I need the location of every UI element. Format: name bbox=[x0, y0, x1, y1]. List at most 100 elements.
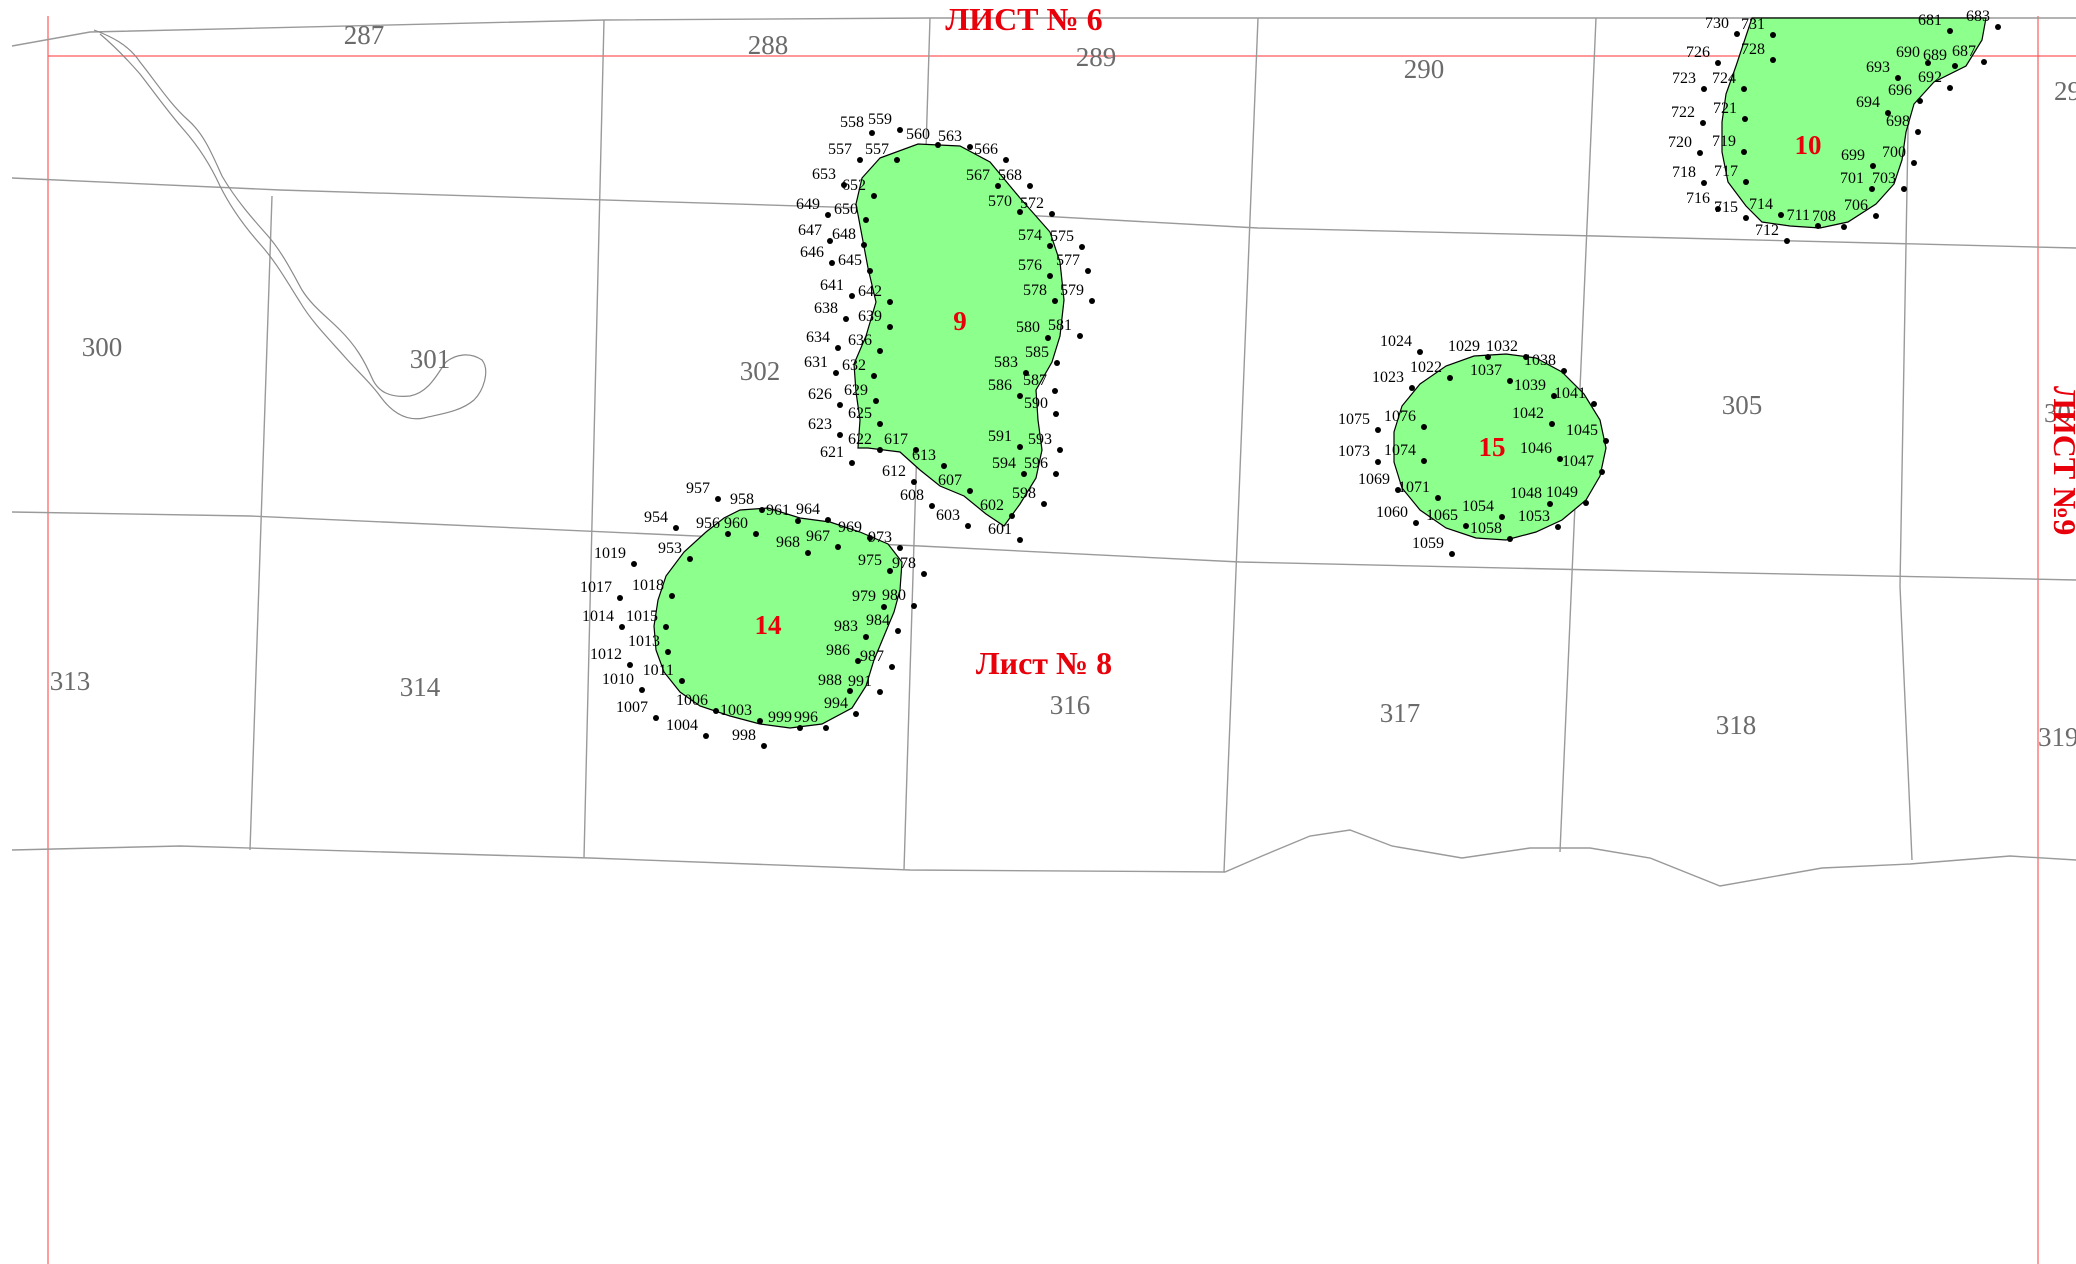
boundary-point[interactable] bbox=[929, 503, 935, 509]
boundary-point[interactable] bbox=[1507, 536, 1513, 542]
boundary-point[interactable] bbox=[1017, 393, 1023, 399]
boundary-point[interactable] bbox=[921, 571, 927, 577]
boundary-point[interactable] bbox=[869, 130, 875, 136]
boundary-point[interactable] bbox=[639, 687, 645, 693]
boundary-point[interactable] bbox=[627, 662, 633, 668]
boundary-point[interactable] bbox=[835, 544, 841, 550]
boundary-point[interactable] bbox=[1743, 179, 1749, 185]
plot-14[interactable]: 14 957 958 961 964 954 956 960 968 967 969 973 975 9… bbox=[580, 480, 927, 749]
boundary-point[interactable] bbox=[653, 715, 659, 721]
boundary-point[interactable] bbox=[855, 658, 861, 664]
boundary-point[interactable] bbox=[849, 460, 855, 466]
boundary-point[interactable] bbox=[663, 624, 669, 630]
boundary-point[interactable] bbox=[895, 628, 901, 634]
boundary-point[interactable] bbox=[1021, 471, 1027, 477]
boundary-point[interactable] bbox=[757, 718, 763, 724]
boundary-point[interactable] bbox=[881, 604, 887, 610]
boundary-point[interactable] bbox=[1873, 213, 1879, 219]
boundary-point[interactable] bbox=[857, 157, 863, 163]
boundary-point[interactable] bbox=[889, 664, 895, 670]
boundary-point[interactable] bbox=[1023, 370, 1029, 376]
boundary-point[interactable] bbox=[1901, 186, 1907, 192]
boundary-point[interactable] bbox=[1715, 60, 1721, 66]
boundary-point[interactable] bbox=[1701, 86, 1707, 92]
boundary-point[interactable] bbox=[867, 535, 873, 541]
boundary-point[interactable] bbox=[619, 624, 625, 630]
boundary-point[interactable] bbox=[1395, 487, 1401, 493]
boundary-point[interactable] bbox=[1741, 149, 1747, 155]
boundary-point[interactable] bbox=[1052, 388, 1058, 394]
boundary-point[interactable] bbox=[877, 689, 883, 695]
boundary-point[interactable] bbox=[687, 556, 693, 562]
boundary-point[interactable] bbox=[1742, 116, 1748, 122]
boundary-point[interactable] bbox=[1435, 495, 1441, 501]
boundary-point[interactable] bbox=[1017, 537, 1023, 543]
boundary-point[interactable] bbox=[1047, 273, 1053, 279]
boundary-point[interactable] bbox=[1911, 160, 1917, 166]
boundary-point[interactable] bbox=[1413, 520, 1419, 526]
boundary-point[interactable] bbox=[797, 725, 803, 731]
boundary-point[interactable] bbox=[1017, 209, 1023, 215]
boundary-point[interactable] bbox=[967, 144, 973, 150]
boundary-point[interactable] bbox=[1089, 298, 1095, 304]
boundary-point[interactable] bbox=[1085, 268, 1091, 274]
boundary-point[interactable] bbox=[887, 324, 893, 330]
boundary-point[interactable] bbox=[837, 402, 843, 408]
boundary-point[interactable] bbox=[1057, 447, 1063, 453]
boundary-point[interactable] bbox=[679, 678, 685, 684]
boundary-point[interactable] bbox=[1079, 244, 1085, 250]
boundary-point[interactable] bbox=[1701, 180, 1707, 186]
boundary-point[interactable] bbox=[1549, 421, 1555, 427]
boundary-point[interactable] bbox=[1741, 86, 1747, 92]
boundary-point[interactable] bbox=[841, 182, 847, 188]
boundary-point[interactable] bbox=[825, 517, 831, 523]
boundary-point[interactable] bbox=[1041, 501, 1047, 507]
boundary-point[interactable] bbox=[1053, 411, 1059, 417]
boundary-point[interactable] bbox=[1583, 500, 1589, 506]
boundary-point[interactable] bbox=[1547, 501, 1553, 507]
boundary-point[interactable] bbox=[1743, 215, 1749, 221]
boundary-point[interactable] bbox=[1523, 354, 1529, 360]
boundary-point[interactable] bbox=[1049, 211, 1055, 217]
boundary-point[interactable] bbox=[887, 568, 893, 574]
boundary-point[interactable] bbox=[1375, 459, 1381, 465]
boundary-point[interactable] bbox=[941, 463, 947, 469]
boundary-point[interactable] bbox=[1995, 24, 2001, 30]
boundary-point[interactable] bbox=[825, 212, 831, 218]
boundary-point[interactable] bbox=[725, 531, 731, 537]
boundary-point[interactable] bbox=[1734, 31, 1740, 37]
boundary-point[interactable] bbox=[1555, 524, 1561, 530]
boundary-point[interactable] bbox=[759, 507, 765, 513]
boundary-point[interactable] bbox=[873, 398, 879, 404]
boundary-point[interactable] bbox=[1409, 385, 1415, 391]
plot-9-area[interactable] bbox=[853, 143, 1065, 527]
boundary-point[interactable] bbox=[795, 518, 801, 524]
boundary-point[interactable] bbox=[877, 348, 883, 354]
boundary-point[interactable] bbox=[1417, 349, 1423, 355]
boundary-point[interactable] bbox=[913, 447, 919, 453]
boundary-point[interactable] bbox=[1045, 335, 1051, 341]
boundary-point[interactable] bbox=[1017, 444, 1023, 450]
boundary-point[interactable] bbox=[871, 193, 877, 199]
boundary-point[interactable] bbox=[1054, 360, 1060, 366]
boundary-point[interactable] bbox=[669, 593, 675, 599]
boundary-point[interactable] bbox=[1869, 186, 1875, 192]
boundary-point[interactable] bbox=[1778, 212, 1784, 218]
boundary-point[interactable] bbox=[911, 603, 917, 609]
boundary-point[interactable] bbox=[871, 373, 877, 379]
boundary-point[interactable] bbox=[1009, 513, 1015, 519]
boundary-point[interactable] bbox=[847, 688, 853, 694]
boundary-point[interactable] bbox=[713, 708, 719, 714]
boundary-point[interactable] bbox=[1895, 75, 1901, 81]
boundary-point[interactable] bbox=[1421, 458, 1427, 464]
boundary-point[interactable] bbox=[1375, 427, 1381, 433]
boundary-point[interactable] bbox=[1421, 424, 1427, 430]
boundary-point[interactable] bbox=[753, 531, 759, 537]
boundary-point[interactable] bbox=[849, 293, 855, 299]
boundary-point[interactable] bbox=[965, 523, 971, 529]
boundary-point[interactable] bbox=[1715, 206, 1721, 212]
boundary-point[interactable] bbox=[1784, 238, 1790, 244]
boundary-point[interactable] bbox=[935, 142, 941, 148]
plot-10-area[interactable] bbox=[1721, 17, 1987, 229]
